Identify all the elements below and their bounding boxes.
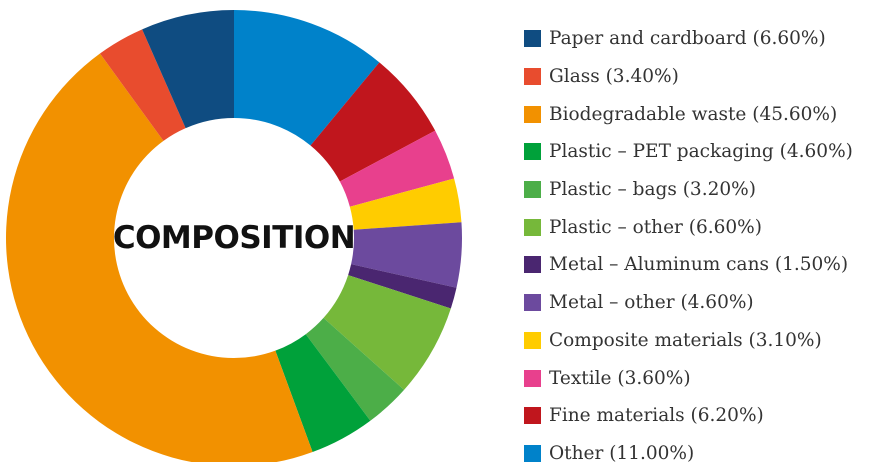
legend-label: Plastic – other (6.60%) [549,217,762,238]
legend-label: Composite materials (3.10%) [549,330,822,351]
legend-swatch [524,106,541,123]
legend-item: Other (11.00%) [524,435,853,472]
legend-label: Biodegradable waste (45.60%) [549,104,837,125]
legend-label: Plastic – bags (3.20%) [549,179,756,200]
legend-swatch [524,181,541,198]
legend-label: Metal – other (4.60%) [549,292,754,313]
legend: Paper and cardboard (6.60%) Glass (3.40%)… [524,20,853,472]
legend-label: Plastic – PET packaging (4.60%) [549,141,853,162]
legend-item: Plastic – bags (3.20%) [524,171,853,209]
legend-swatch [524,219,541,236]
legend-label: Fine materials (6.20%) [549,405,764,426]
legend-label: Glass (3.40%) [549,66,679,87]
legend-item: Biodegradable waste (45.60%) [524,95,853,133]
legend-label: Metal – Aluminum cans (1.50%) [549,254,848,275]
legend-item: Plastic – other (6.60%) [524,208,853,246]
legend-swatch [524,143,541,160]
center-label: COMPOSITION [113,220,355,256]
composition-donut-chart: COMPOSITION Paper and cardboard (6.60%) G… [0,0,879,462]
legend-item: Metal – Aluminum cans (1.50%) [524,246,853,284]
legend-swatch [524,332,541,349]
legend-item: Metal – other (4.60%) [524,284,853,322]
legend-label: Paper and cardboard (6.60%) [549,28,826,49]
donut-chart-svg: COMPOSITION [0,0,520,462]
legend-item: Glass (3.40%) [524,58,853,96]
legend-item: Paper and cardboard (6.60%) [524,20,853,58]
legend-item: Fine materials (6.20%) [524,397,853,435]
legend-label: Other (11.00%) [549,443,694,464]
legend-swatch [524,445,541,462]
legend-swatch [524,256,541,273]
legend-item: Plastic – PET packaging (4.60%) [524,133,853,171]
legend-item: Composite materials (3.10%) [524,322,853,360]
legend-swatch [524,294,541,311]
legend-swatch [524,370,541,387]
legend-label: Textile (3.60%) [549,368,691,389]
legend-swatch [524,30,541,47]
legend-item: Textile (3.60%) [524,359,853,397]
legend-swatch [524,407,541,424]
legend-swatch [524,68,541,85]
